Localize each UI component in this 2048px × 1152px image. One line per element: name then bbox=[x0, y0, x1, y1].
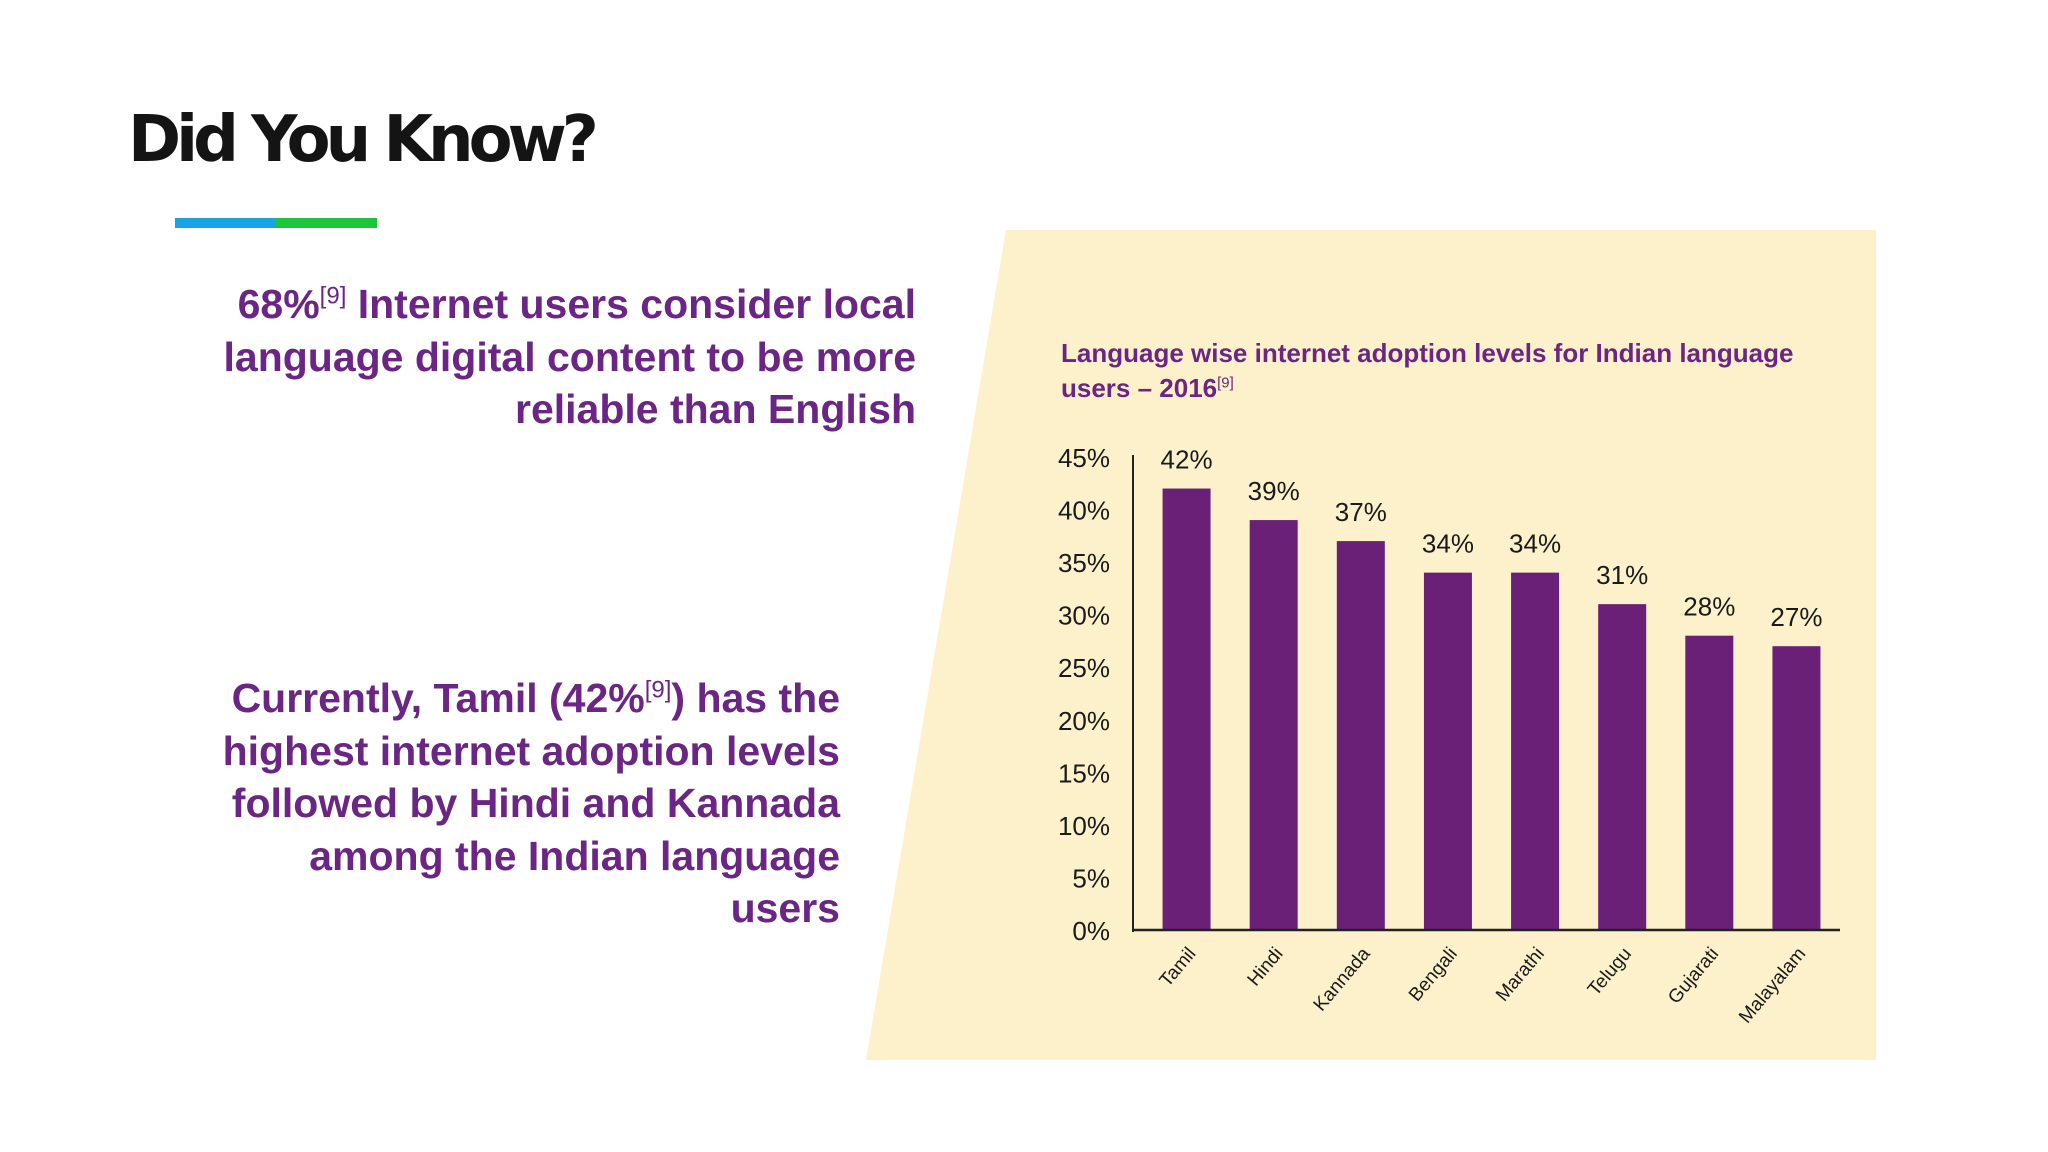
bar-tamil bbox=[1162, 488, 1211, 930]
fact-tamil-ref: [9] bbox=[644, 676, 672, 704]
fact-reliability-ref: [9] bbox=[319, 282, 347, 310]
x-tick-label: Hindi bbox=[1244, 944, 1288, 991]
data-label: 27% bbox=[1770, 602, 1822, 632]
y-tick-label: 15% bbox=[1058, 758, 1110, 788]
title-underline bbox=[175, 218, 377, 228]
x-tick-label: Malayalam bbox=[1735, 944, 1810, 1028]
data-label: 34% bbox=[1422, 529, 1474, 559]
data-label: 31% bbox=[1596, 560, 1648, 590]
bar-marathi bbox=[1511, 572, 1560, 930]
chart-title-ref: [9] bbox=[1217, 374, 1234, 392]
fact-tamil-adoption: Currently, Tamil (42%[9]) has the highes… bbox=[200, 672, 840, 935]
data-label: 37% bbox=[1335, 497, 1387, 527]
y-tick-label: 10% bbox=[1058, 811, 1110, 841]
chart-title: Language wise internet adoption levels f… bbox=[1061, 336, 1821, 406]
y-tick-label: 45% bbox=[1058, 443, 1110, 473]
bar-gujarati bbox=[1685, 635, 1734, 930]
bar-telugu bbox=[1598, 604, 1647, 930]
y-tick-label: 5% bbox=[1072, 863, 1110, 893]
data-label: 28% bbox=[1683, 592, 1735, 622]
bar-malayalam bbox=[1772, 646, 1821, 930]
fact-reliability-text: Internet users consider local language d… bbox=[223, 281, 917, 432]
bar-kannada bbox=[1336, 541, 1385, 930]
data-label: 39% bbox=[1248, 476, 1300, 506]
y-tick-label: 35% bbox=[1058, 548, 1110, 578]
fact-tamil-lead: Currently, Tamil (42% bbox=[231, 675, 645, 721]
slide-title: Did You Know? bbox=[128, 103, 599, 177]
bar-chart: 0% 5% 10% 15% 20% 25% 30% 35% 40% 45% 42% Tamil 39% H… bbox=[1058, 443, 1840, 1028]
bar-bengali bbox=[1423, 572, 1472, 930]
x-tick-label: Marathi bbox=[1492, 944, 1549, 1006]
data-label: 42% bbox=[1161, 445, 1213, 475]
y-tick-label: 30% bbox=[1058, 601, 1110, 631]
underline-green-segment bbox=[275, 218, 377, 228]
x-tick-label: Kannada bbox=[1310, 943, 1375, 1015]
y-tick-label: 0% bbox=[1072, 916, 1110, 946]
data-label: 34% bbox=[1509, 529, 1561, 559]
x-tick-label: Bengali bbox=[1405, 944, 1462, 1006]
y-tick-label: 20% bbox=[1058, 706, 1110, 736]
x-tick-label: Telugu bbox=[1584, 944, 1636, 1000]
fact-tamil-text: ) has the highest internet adoption leve… bbox=[222, 675, 840, 931]
fact-reliability-percent: 68% bbox=[237, 281, 320, 327]
y-tick-label: 40% bbox=[1058, 496, 1110, 526]
x-tick-label: Tamil bbox=[1156, 944, 1201, 991]
fact-reliability: 68%[9] Internet users consider local lan… bbox=[200, 278, 917, 436]
x-tick-label: Gujarati bbox=[1664, 944, 1723, 1008]
y-tick-label: 25% bbox=[1058, 653, 1110, 683]
bar-hindi bbox=[1249, 520, 1298, 930]
chart-title-text: Language wise internet adoption levels f… bbox=[1061, 338, 1794, 403]
underline-blue-segment bbox=[175, 218, 275, 228]
